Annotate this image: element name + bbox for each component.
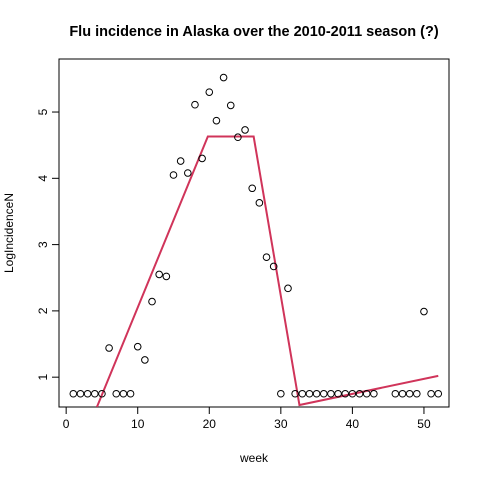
data-point: [355, 389, 364, 398]
y-tick-label: 3: [36, 241, 50, 248]
y-tick-label: 5: [36, 108, 50, 115]
y-tick-label: 2: [36, 307, 50, 314]
data-point: [226, 101, 235, 110]
data-point: [420, 307, 428, 316]
data-point: [219, 73, 228, 82]
x-tick-label: 10: [131, 417, 145, 431]
data-point: [176, 157, 185, 165]
y-tick-label: 1: [36, 374, 50, 381]
data-point: [269, 262, 278, 271]
data-point: [262, 253, 271, 261]
data-point: [234, 133, 242, 142]
x-tick-label: 50: [417, 417, 431, 431]
data-point: [427, 389, 435, 398]
data-point: [133, 342, 142, 351]
data-point: [327, 389, 335, 398]
x-tick-label: 40: [346, 417, 360, 431]
data-point: [148, 297, 156, 306]
data-point: [126, 389, 135, 398]
data-point: [341, 389, 350, 398]
data-point: [319, 389, 328, 398]
data-point: [291, 389, 299, 398]
x-axis-label: week: [239, 451, 269, 465]
data-point: [69, 389, 78, 398]
data-point: [298, 389, 307, 398]
data-point: [76, 389, 85, 398]
x-tick-label: 30: [274, 417, 288, 431]
data-point: [312, 389, 321, 398]
y-axis-label: LogIncidenceN: [2, 193, 16, 273]
x-axis: 0 10 20 30 40 50: [63, 406, 431, 431]
points-layer: [69, 73, 443, 398]
data-point: [184, 169, 192, 177]
data-point: [284, 284, 292, 293]
y-tick-label: 4: [36, 175, 50, 182]
data-point: [305, 389, 314, 398]
data-point: [255, 199, 264, 207]
data-point: [405, 389, 414, 398]
data-point: [362, 389, 371, 398]
data-point: [398, 389, 407, 398]
fit-line: [96, 135, 439, 407]
data-point: [105, 344, 113, 352]
data-point: [370, 389, 378, 398]
x-tick-label: 20: [203, 417, 217, 431]
data-point: [205, 88, 214, 96]
data-point: [198, 154, 206, 163]
data-point: [119, 389, 128, 398]
data-point: [248, 184, 257, 193]
data-point: [169, 171, 178, 179]
data-point: [112, 389, 121, 398]
data-point: [334, 389, 342, 398]
data-point: [277, 389, 285, 398]
data-point: [98, 389, 106, 398]
data-point: [241, 126, 249, 134]
data-point: [212, 116, 221, 125]
x-tick-label: 0: [63, 417, 70, 431]
chart-title: Flu incidence in Alaska over the 2010-20…: [69, 24, 439, 40]
data-point: [141, 356, 149, 364]
fit-line-layer: [96, 135, 439, 407]
y-axis: 1 2 3 4 5: [36, 108, 60, 381]
data-point: [348, 389, 357, 398]
data-point: [391, 389, 400, 398]
data-point: [434, 389, 443, 398]
data-point: [412, 389, 421, 398]
data-point: [191, 100, 199, 109]
data-point: [83, 389, 92, 398]
data-point: [155, 270, 163, 279]
data-point: [90, 389, 99, 398]
data-point: [162, 272, 171, 281]
